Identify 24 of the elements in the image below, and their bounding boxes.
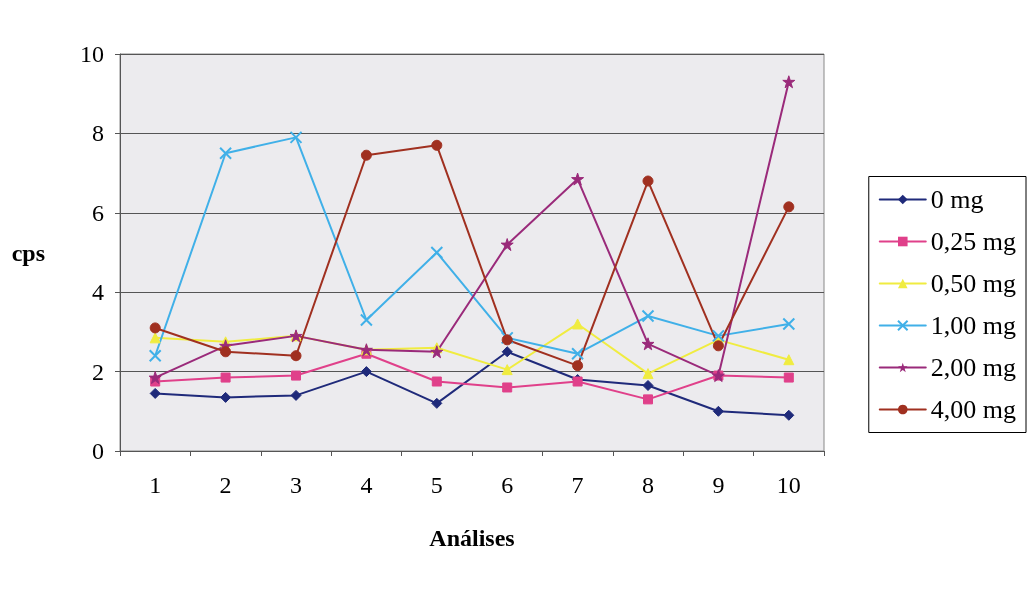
x-tick-label: 2 [219, 472, 232, 498]
x-tick-label: 3 [290, 472, 302, 498]
y-axis-title: cps [11, 239, 45, 266]
legend-label: 4,00 mg [930, 395, 1017, 424]
x-tick-label: 6 [501, 472, 514, 498]
y-tick-label: 8 [92, 120, 104, 147]
x-tick-label: 8 [642, 472, 654, 498]
y-tick-label: 4 [92, 279, 104, 306]
y-tick-label: 0 [92, 438, 104, 464]
x-tick-label: 7 [571, 472, 584, 498]
legend-label: 0 mg [930, 185, 984, 214]
x-tick-label: 5 [430, 472, 443, 498]
legend-label: 0,25 mg [930, 227, 1017, 256]
legend-label: 0,50 mg [930, 269, 1017, 298]
x-tick-label: 1 [149, 472, 162, 498]
x-axis-title: Análises [429, 525, 515, 551]
y-tick-label: 6 [92, 199, 104, 226]
y-tick-label: 10 [80, 41, 104, 67]
legend-label: 1,00 mg [930, 311, 1017, 340]
legend-label: 2,00 mg [930, 353, 1017, 382]
x-tick-label: 10 [776, 472, 801, 498]
x-tick-label: 9 [712, 472, 725, 498]
y-tick-label: 2 [92, 358, 104, 385]
x-tick-label: 4 [360, 472, 373, 498]
